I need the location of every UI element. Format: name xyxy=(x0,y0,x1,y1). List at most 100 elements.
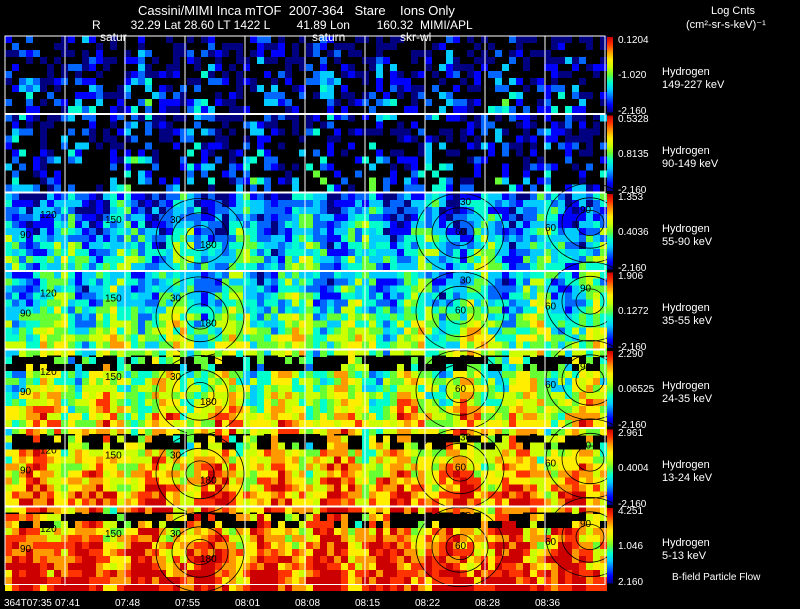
pixel xyxy=(166,371,173,378)
pixel xyxy=(138,357,145,364)
pixel xyxy=(509,78,516,85)
pixel xyxy=(278,378,285,385)
pixel xyxy=(278,413,285,420)
pixel xyxy=(40,528,47,535)
pixel xyxy=(530,50,537,57)
pixel xyxy=(68,271,75,279)
pixel xyxy=(5,378,12,385)
pixel xyxy=(572,371,579,378)
pixel xyxy=(341,392,348,399)
pixel xyxy=(243,170,250,178)
pixel xyxy=(502,228,509,235)
pixel xyxy=(530,350,537,357)
pixel xyxy=(502,85,509,92)
pixel xyxy=(89,128,96,136)
pixel xyxy=(537,214,544,221)
pixel xyxy=(572,392,579,399)
pixel xyxy=(152,413,159,420)
pixel xyxy=(82,442,89,450)
pixel xyxy=(138,221,145,228)
pixel xyxy=(474,378,481,385)
pixel xyxy=(530,184,537,192)
pixel xyxy=(572,491,579,499)
pixel xyxy=(397,420,404,427)
pixel xyxy=(243,399,250,406)
pixel xyxy=(47,584,54,591)
pixel xyxy=(467,64,474,71)
pixel xyxy=(68,399,75,406)
pixel xyxy=(467,498,474,506)
pixel xyxy=(306,442,313,450)
pixel xyxy=(376,299,383,307)
pixel xyxy=(306,221,313,228)
pixel xyxy=(40,163,47,171)
pixel xyxy=(250,406,257,413)
pixel xyxy=(306,320,313,328)
pixel xyxy=(292,385,299,392)
pixel xyxy=(327,163,334,171)
pixel xyxy=(33,521,40,528)
pixel xyxy=(278,142,285,150)
pixel xyxy=(383,399,390,406)
pixel xyxy=(593,207,600,214)
pixel xyxy=(537,463,544,471)
pixel xyxy=(439,200,446,207)
pixel xyxy=(488,334,495,342)
pixel xyxy=(467,50,474,57)
pixel xyxy=(355,406,362,413)
pixel xyxy=(264,285,271,293)
pixel xyxy=(68,285,75,293)
pixel xyxy=(460,327,467,335)
pixel xyxy=(222,413,229,420)
pixel xyxy=(264,242,271,249)
pixel xyxy=(376,128,383,136)
pixel xyxy=(593,420,600,427)
pixel xyxy=(530,498,537,506)
pixel xyxy=(19,514,26,521)
contour-label: 120 xyxy=(40,210,57,221)
pixel xyxy=(418,371,425,378)
pixel xyxy=(600,43,607,50)
pixel xyxy=(600,498,607,506)
pixel xyxy=(145,463,152,471)
pixel xyxy=(194,106,201,113)
pixel xyxy=(19,299,26,307)
pixel xyxy=(40,392,47,399)
pixel xyxy=(47,214,54,221)
pixel xyxy=(509,364,516,371)
pixel xyxy=(446,420,453,427)
pixel xyxy=(390,306,397,314)
pixel xyxy=(271,121,278,129)
pixel xyxy=(117,214,124,221)
pixel xyxy=(446,498,453,506)
pixel xyxy=(474,413,481,420)
pixel xyxy=(320,64,327,71)
pixel xyxy=(201,420,208,427)
pixel xyxy=(40,149,47,157)
pixel xyxy=(432,348,439,356)
pixel xyxy=(292,278,299,286)
pixel xyxy=(47,299,54,307)
pixel xyxy=(537,456,544,464)
pixel xyxy=(236,149,243,157)
pixel xyxy=(12,320,19,328)
pixel xyxy=(383,406,390,413)
pixel xyxy=(411,170,418,178)
pixel xyxy=(579,242,586,249)
pixel xyxy=(327,449,334,457)
pixel xyxy=(306,420,313,427)
pixel xyxy=(19,542,26,549)
pixel xyxy=(208,334,215,342)
pixel xyxy=(131,285,138,293)
pixel xyxy=(600,285,607,293)
pixel xyxy=(82,507,89,514)
pixel xyxy=(544,85,551,92)
pixel xyxy=(446,184,453,192)
contour-label: 150 xyxy=(105,372,122,383)
pixel xyxy=(201,113,208,120)
pixel xyxy=(383,200,390,207)
pixel xyxy=(138,271,145,279)
pixel xyxy=(285,200,292,207)
pixel xyxy=(474,214,481,221)
pixel xyxy=(285,235,292,242)
